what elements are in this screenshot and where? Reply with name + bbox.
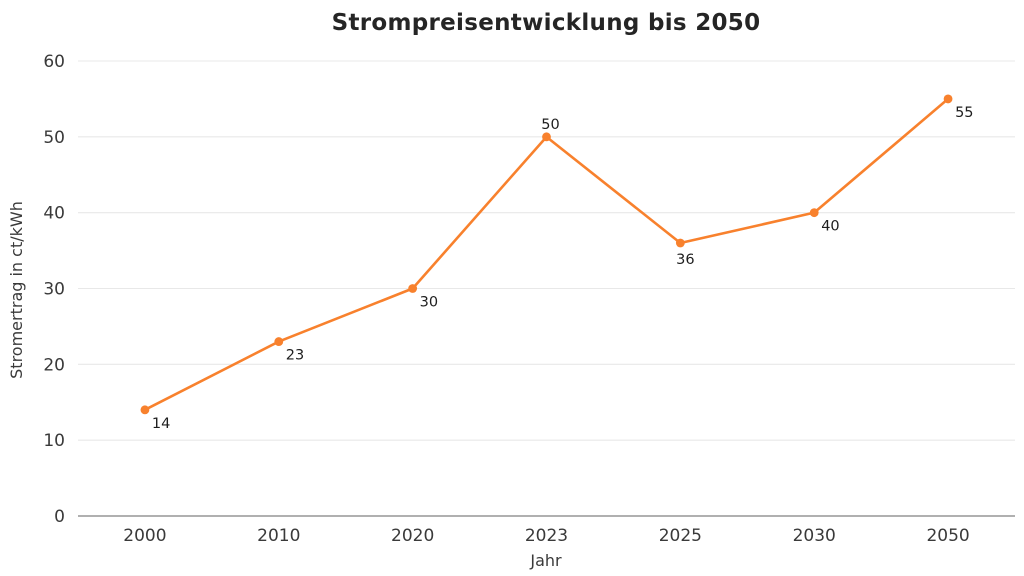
data-point bbox=[408, 284, 418, 293]
data-point-label: 55 bbox=[955, 105, 973, 121]
data-point bbox=[943, 94, 953, 104]
y-tick-label: 10 bbox=[43, 431, 65, 451]
y-tick-label: 50 bbox=[43, 128, 65, 148]
data-point-label: 36 bbox=[676, 252, 694, 268]
y-tick-label: 20 bbox=[43, 355, 65, 375]
data-point-label: 30 bbox=[420, 295, 438, 311]
x-tick-label: 2010 bbox=[257, 526, 300, 546]
data-point bbox=[809, 208, 819, 218]
y-tick-label: 60 bbox=[43, 52, 65, 72]
x-tick-label: 2023 bbox=[525, 526, 568, 546]
data-point-label: 14 bbox=[152, 416, 170, 432]
y-tick-label: 0 bbox=[54, 507, 65, 527]
x-tick-label: 2025 bbox=[659, 526, 702, 546]
y-tick-label: 30 bbox=[43, 280, 65, 300]
y-tick-label: 40 bbox=[43, 204, 65, 224]
data-point bbox=[140, 405, 150, 415]
series-line bbox=[143, 97, 950, 412]
x-tick-label: 2020 bbox=[391, 526, 434, 546]
data-point bbox=[274, 337, 284, 346]
data-point bbox=[675, 238, 685, 248]
x-tick-label: 2030 bbox=[793, 526, 836, 546]
series-layer: 14 23 30 50 36 40 55 bbox=[140, 94, 974, 432]
data-point-label: 40 bbox=[821, 219, 839, 235]
x-tick-label: 2050 bbox=[926, 526, 969, 546]
x-axis-title: Jahr bbox=[529, 551, 562, 570]
x-tick-label: 2000 bbox=[123, 526, 166, 546]
data-point-label: 23 bbox=[286, 348, 304, 364]
data-point bbox=[542, 132, 551, 142]
data-point-label: 50 bbox=[541, 117, 559, 133]
chart-title: Strompreisentwicklung bis 2050 bbox=[332, 10, 761, 36]
y-axis-title: Stromertrag in ct/kWh bbox=[7, 201, 26, 379]
